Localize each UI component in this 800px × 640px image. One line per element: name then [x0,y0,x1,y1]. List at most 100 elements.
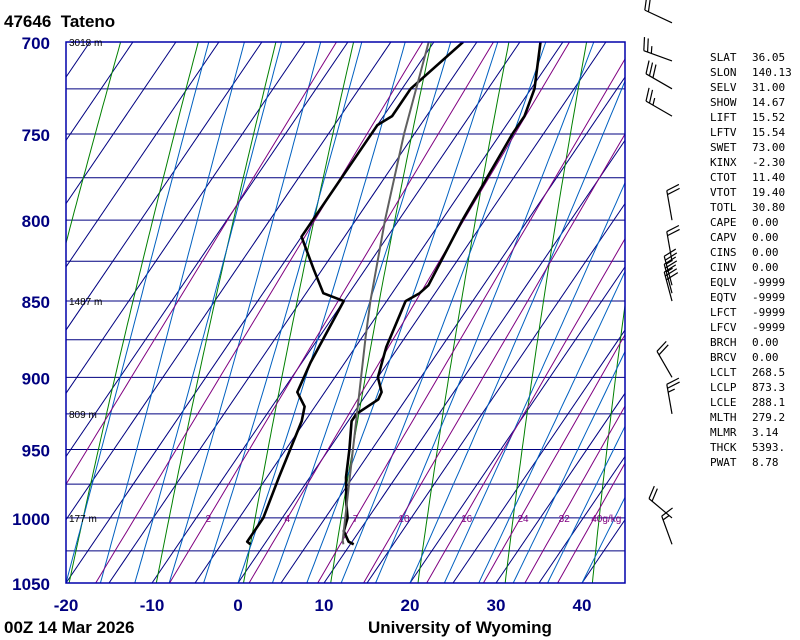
index-key: LCLP [710,381,737,394]
index-key: SLAT [710,51,737,64]
isotherm-line [66,42,134,142]
temperature-tick-label: 30 [487,596,506,615]
isotherm-line [366,202,625,583]
barb-staff [666,190,673,221]
pressure-tick-label: 900 [22,369,50,388]
index-key: LCLE [710,396,737,409]
wind-barb [661,507,673,545]
isotherm-line [66,42,306,395]
wind-barb [643,37,673,62]
index-row: PWAT 8.78 [710,455,792,470]
temperature-tick-label: 20 [401,596,420,615]
wind-barb [666,377,680,414]
moist-adiabat-line [237,42,406,583]
barb-flag [661,507,673,517]
isotherm-line [66,42,91,79]
index-row: LFCT -9999 [710,305,792,320]
temperature-tick-label: -10 [140,596,165,615]
temperature-tick-label: 10 [315,596,334,615]
axis-labels: 700 750 800 850 900 950 1000 1050-20 -10 0 10 20 30 4… [12,34,591,615]
index-row: EQLV -9999 [710,275,792,290]
index-value: 11.40 [752,171,786,184]
barb-half-flag [662,515,670,521]
pressure-tick-label: 950 [22,441,50,460]
mixing-ratio-line [557,462,625,583]
moist-adiabat-line [271,42,452,583]
barb-flag [652,64,657,78]
index-value: -9999 [752,291,786,304]
index-value: 0.00 [752,351,779,364]
isotherm-line [280,76,625,583]
pressure-tick-label: 1050 [12,575,50,594]
barb-flag [666,224,680,233]
isotherm-line [66,42,263,331]
isotherm-line [323,139,625,583]
index-row: KINX -2.30 [710,155,792,170]
dry-adiabat-line [66,42,122,246]
isotherm-line [0,42,4,583]
barb-flag [645,87,650,102]
index-row: CAPE 0.00 [710,215,792,230]
index-key: VTOT [710,186,737,199]
index-value: 19.40 [752,186,786,199]
barb-flag [647,0,651,12]
dry-adiabat-line [591,301,625,583]
index-key: BRCV [710,351,737,364]
isotherm-line [66,42,349,458]
barb-flag [666,183,680,192]
index-row: LCLP 873.3 [710,380,792,395]
barb-flag [667,381,680,389]
moist-adiabat-line [99,42,245,583]
barb-flag [648,89,654,104]
index-row: BRCH 0.00 [710,335,792,350]
barb-staff [645,73,673,90]
barb-half-flag [665,267,673,273]
isotherm-line [194,42,564,583]
pressure-tick-label: 700 [22,34,50,53]
index-value: 36.05 [752,51,786,64]
barb-staff [666,231,673,262]
wind-barb [666,183,680,221]
index-key: MLTH [710,411,737,424]
footer-datetime: 00Z 14 Mar 2026 [4,618,135,637]
index-value: 0.00 [752,336,779,349]
index-value: 3.14 [752,426,779,439]
isotherm-line [452,329,625,583]
index-row: SELV 31.00 [710,80,792,95]
index-value: -2.30 [752,156,786,169]
index-row: LCLT 268.5 [710,365,792,380]
barb-staff [643,50,673,62]
barb-flag [648,62,654,76]
barb-staff [648,498,673,519]
frame-border [65,41,626,584]
isotherm-line [66,42,392,521]
barb-flag [643,37,646,51]
barb-flag [667,187,680,196]
index-row: MLTH 279.2 [710,410,792,425]
index-value: 268.5 [752,366,786,379]
index-row: CAPV 0.00 [710,230,792,245]
index-row: VTOT 19.40 [710,185,792,200]
index-value: 30.80 [752,201,786,214]
temperature-tick-label: 40 [573,596,592,615]
mixing-ratio-line [426,237,625,583]
mixing-ratio-line [524,405,625,583]
index-value: 15.52 [752,111,786,124]
temperature-profile [342,42,542,546]
mixing-ratio-label: 10 [398,514,410,525]
mixing-ratio-line [482,333,625,583]
index-key: CINV [710,261,737,274]
mixing-ratio-line [317,58,625,583]
index-row: CTOT 11.40 [710,170,792,185]
isotherm-line [66,42,220,268]
index-value: -9999 [752,276,786,289]
barb-flag [648,485,655,499]
wind-barb [656,340,673,378]
pressure-tick-label: 850 [22,293,50,312]
index-row: BRCV 0.00 [710,350,792,365]
dry-adiabat-line [68,42,199,583]
mixing-ratio-label: 7 [353,514,359,525]
wind-barb [645,60,673,90]
plot-frame [65,41,626,584]
